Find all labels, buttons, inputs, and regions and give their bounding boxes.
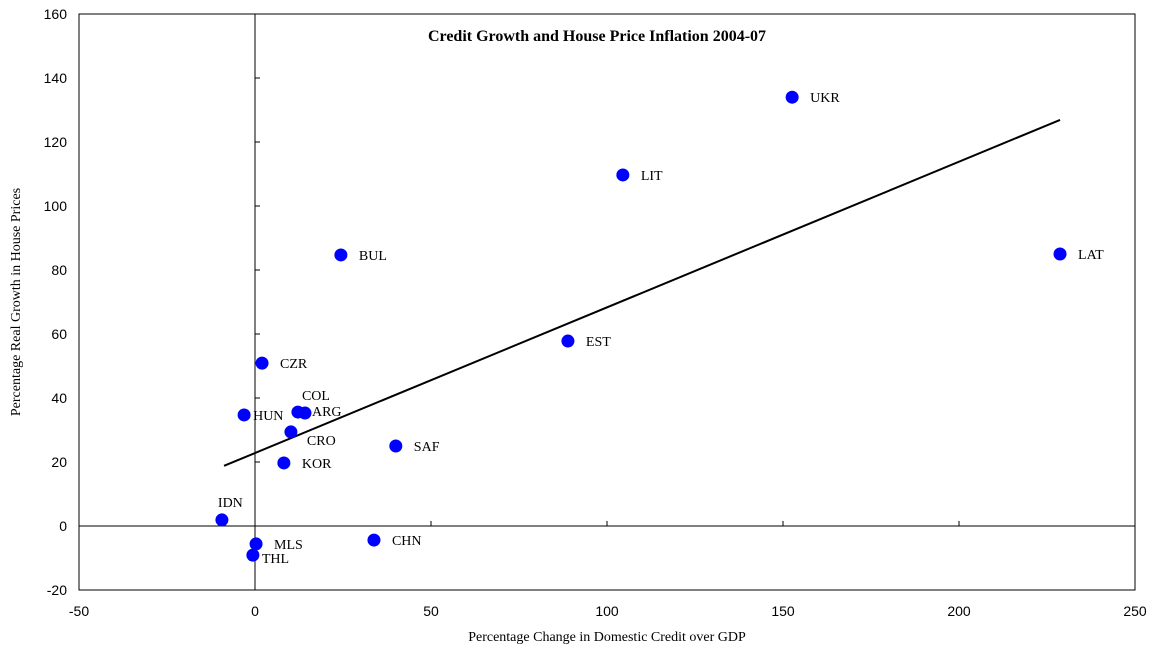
point-label: HUN — [253, 409, 283, 424]
x-tick-label: -50 — [69, 603, 89, 619]
x-tick-label: 200 — [947, 603, 971, 619]
point — [249, 537, 263, 551]
point — [237, 408, 251, 422]
y-axis-label: Percentage Real Growth in House Prices — [9, 188, 24, 416]
point-label: THL — [262, 552, 289, 567]
x-tick-label: 150 — [771, 603, 795, 619]
point-label: UKR — [810, 91, 840, 106]
point — [561, 334, 575, 348]
point-label: COL — [302, 389, 330, 404]
point — [255, 356, 269, 370]
point-label: CZR — [280, 357, 308, 372]
point-label: LIT — [641, 169, 663, 184]
y-tick-label: 40 — [51, 390, 67, 406]
x-tick-label: 50 — [423, 603, 439, 619]
y-tick-label: 80 — [51, 262, 67, 278]
point-label: LAT — [1078, 248, 1104, 263]
point-label: IDN — [218, 496, 243, 511]
y-tick-label: 60 — [51, 326, 67, 342]
y-tick-label: 20 — [51, 454, 67, 470]
y-tick-label: 160 — [44, 6, 68, 22]
y-tick-label: 120 — [44, 134, 68, 150]
y-tick-label: 0 — [59, 518, 67, 534]
plot-frame — [78, 13, 1136, 591]
x-axis-label: Percentage Change in Domestic Credit ove… — [468, 630, 746, 645]
chart-title: Credit Growth and House Price Inflation … — [428, 28, 766, 45]
point-label: CHN — [392, 534, 422, 549]
y-tick-label: -20 — [47, 582, 67, 598]
point — [277, 456, 291, 470]
point — [246, 548, 260, 562]
x-tick-label: 250 — [1123, 603, 1147, 619]
point — [284, 425, 298, 439]
point-label: ARG — [312, 405, 342, 420]
x-tick-label: 100 — [595, 603, 619, 619]
point-label: KOR — [302, 457, 332, 472]
trend-line — [223, 118, 1061, 467]
point — [785, 90, 799, 104]
y-tick-label: 140 — [44, 70, 68, 86]
point-label: BUL — [359, 249, 387, 264]
point-label: EST — [586, 335, 611, 350]
point — [367, 533, 381, 547]
point-label: MLS — [274, 538, 303, 553]
point — [1053, 247, 1067, 261]
point — [334, 248, 348, 262]
point-label: CRO — [307, 434, 336, 449]
point — [298, 406, 312, 420]
y-tick-label: 100 — [44, 198, 68, 214]
point — [215, 513, 229, 527]
point-label: SAF — [414, 440, 440, 455]
x-tick-label: 0 — [251, 603, 259, 619]
point — [616, 168, 630, 182]
point — [389, 439, 403, 453]
